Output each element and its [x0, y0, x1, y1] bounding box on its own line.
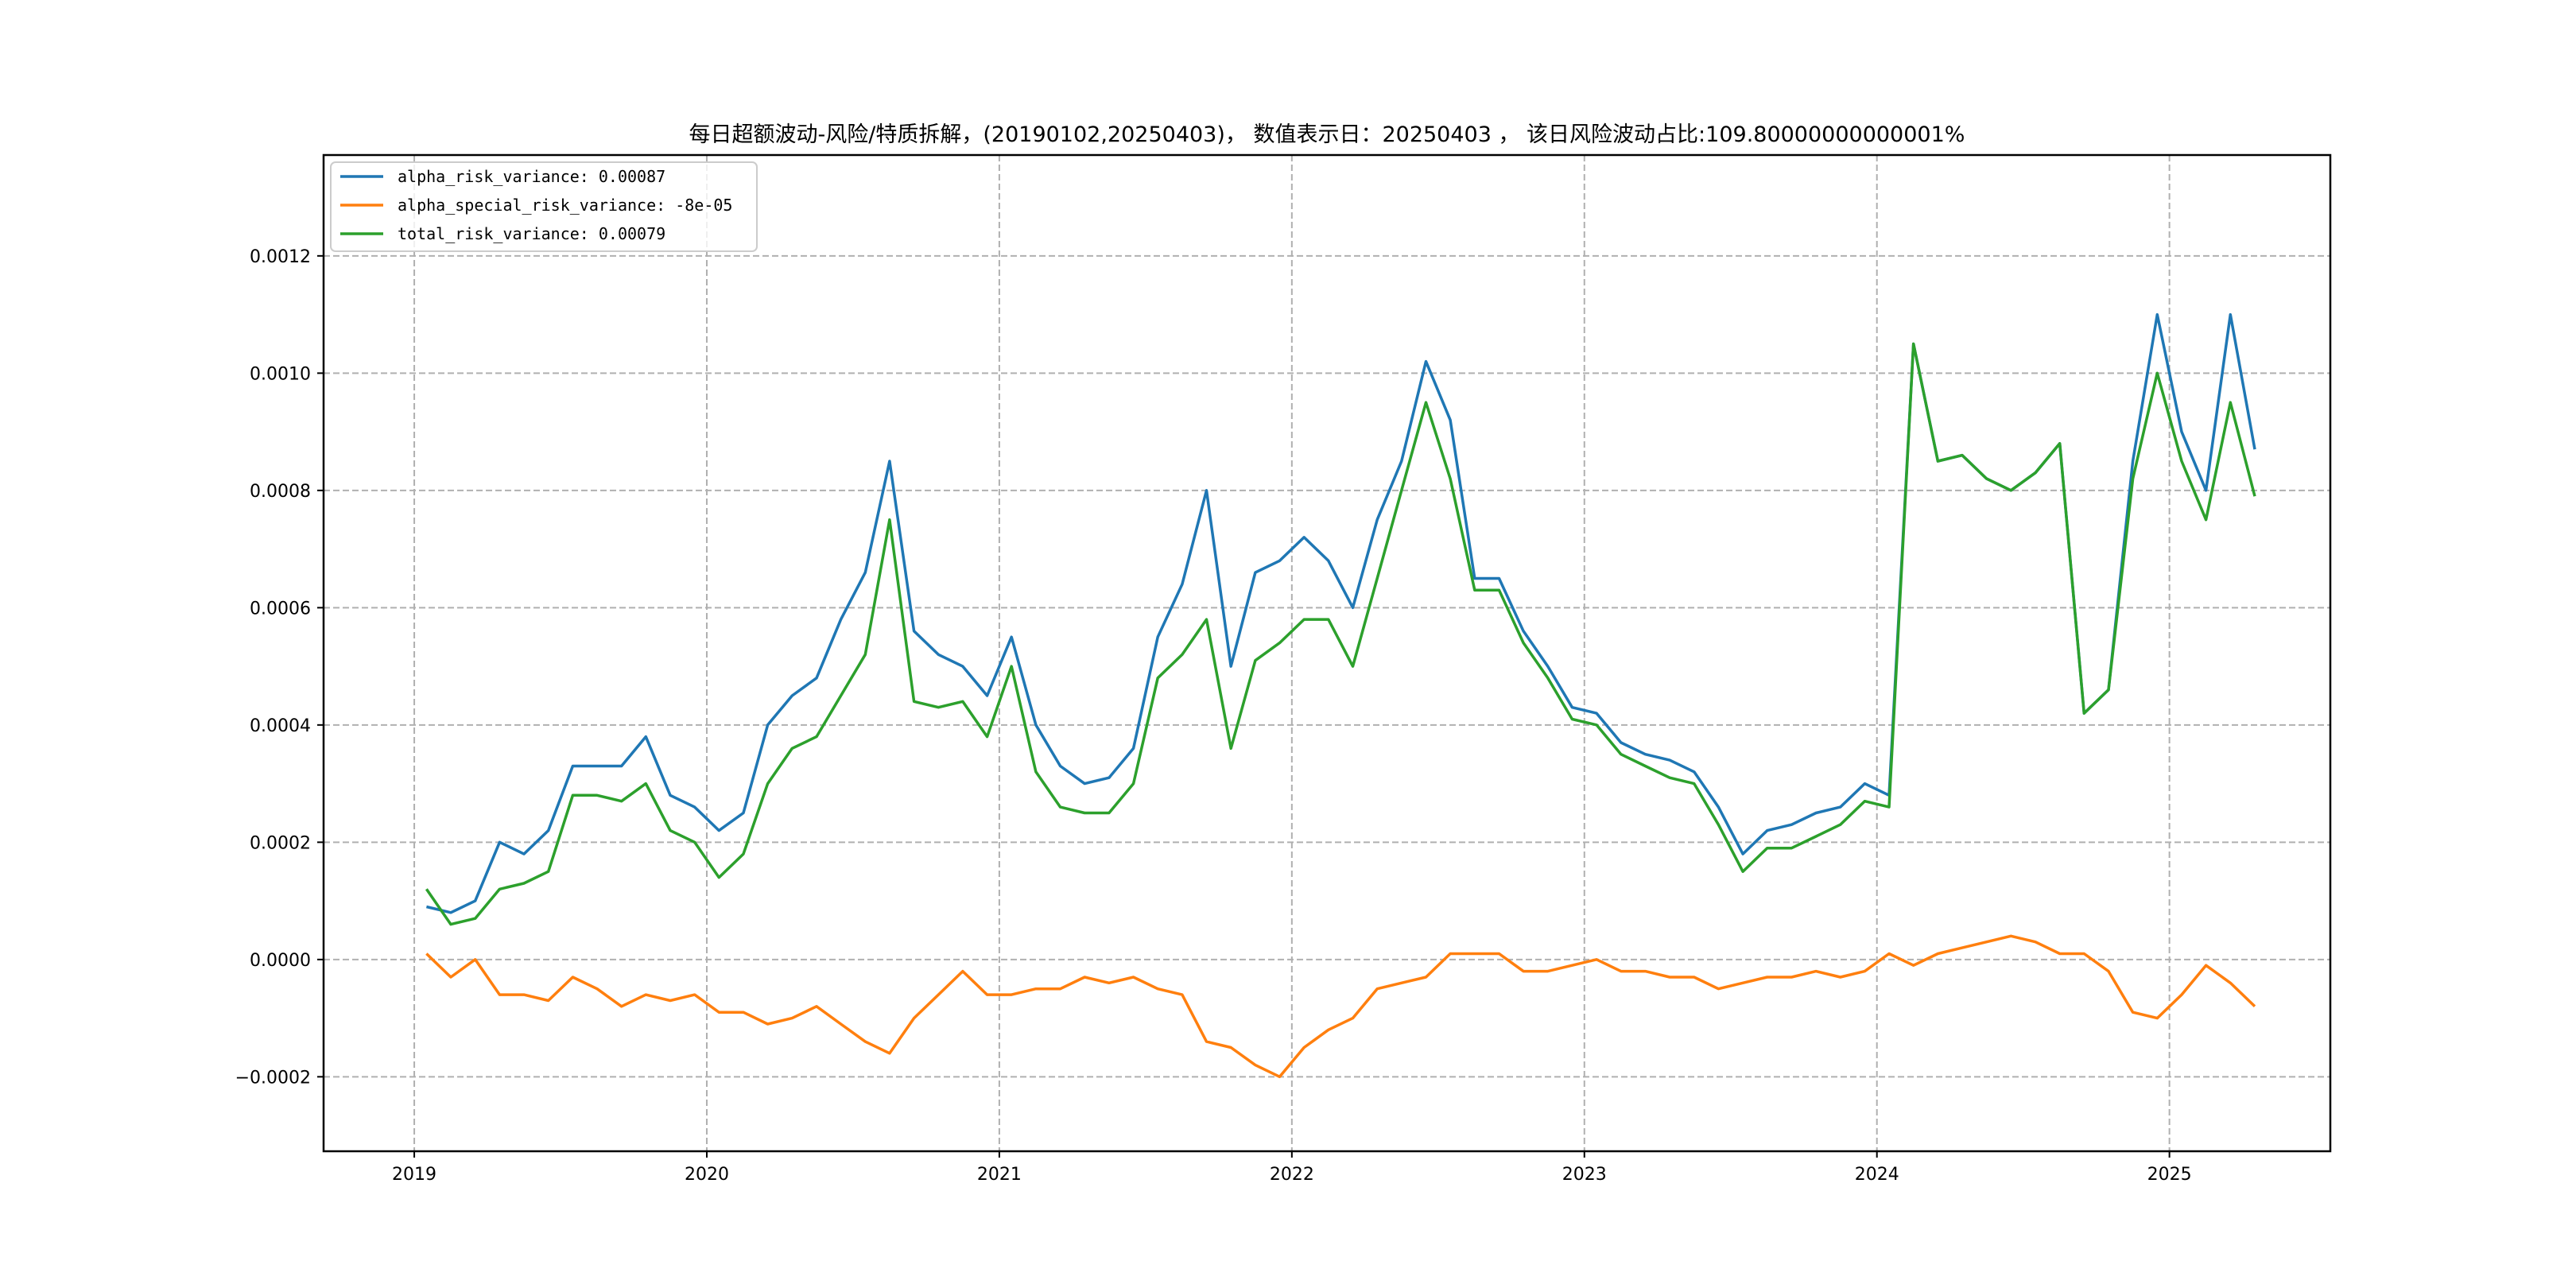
y-tick-label: −0.0002 — [235, 1068, 311, 1088]
x-tick-label: 2024 — [1855, 1165, 1899, 1185]
y-tick-label: 0.0002 — [250, 833, 311, 853]
y-tick-label: 0.0000 — [250, 951, 311, 971]
legend-label: alpha_special_risk_variance: -8e-05 — [398, 196, 732, 215]
axes-frame — [322, 153, 2332, 1153]
y-tick-label: 0.0006 — [250, 599, 311, 619]
y-tick-label: 0.0010 — [250, 364, 311, 384]
legend-box — [330, 161, 758, 252]
chart-title: 每日超额波动-风险/特质拆解，(20190102,20250403)， 数值表示… — [689, 122, 1965, 147]
x-tick-label: 2022 — [1270, 1165, 1314, 1185]
legend: alpha_risk_variance: 0.00087 alpha_specia… — [330, 161, 758, 252]
plot-lines — [425, 312, 2256, 1079]
x-tick-label: 2020 — [685, 1165, 729, 1185]
x-tick-label: 2023 — [1562, 1165, 1607, 1185]
legend-label: total_risk_variance: 0.00079 — [398, 224, 665, 243]
x-tick-label: 2019 — [392, 1165, 436, 1185]
y-tick-label: 0.0004 — [250, 716, 311, 736]
x-tick-label: 2025 — [2147, 1165, 2192, 1185]
y-tick-label: 0.0012 — [250, 247, 311, 267]
y-tick-label: 0.0008 — [250, 482, 311, 502]
x-tick-label: 2021 — [977, 1165, 1022, 1185]
series-line-total-risk-variance — [425, 342, 2256, 926]
grid-lines — [324, 155, 2330, 1151]
axis-ticks: 2019 2020 2021 2022 2023 2024 2025 −0.0002 0.000… — [235, 247, 2192, 1185]
legend-label: alpha_risk_variance: 0.00087 — [398, 167, 665, 186]
series-line-alpha-special-risk-variance — [425, 934, 2256, 1079]
